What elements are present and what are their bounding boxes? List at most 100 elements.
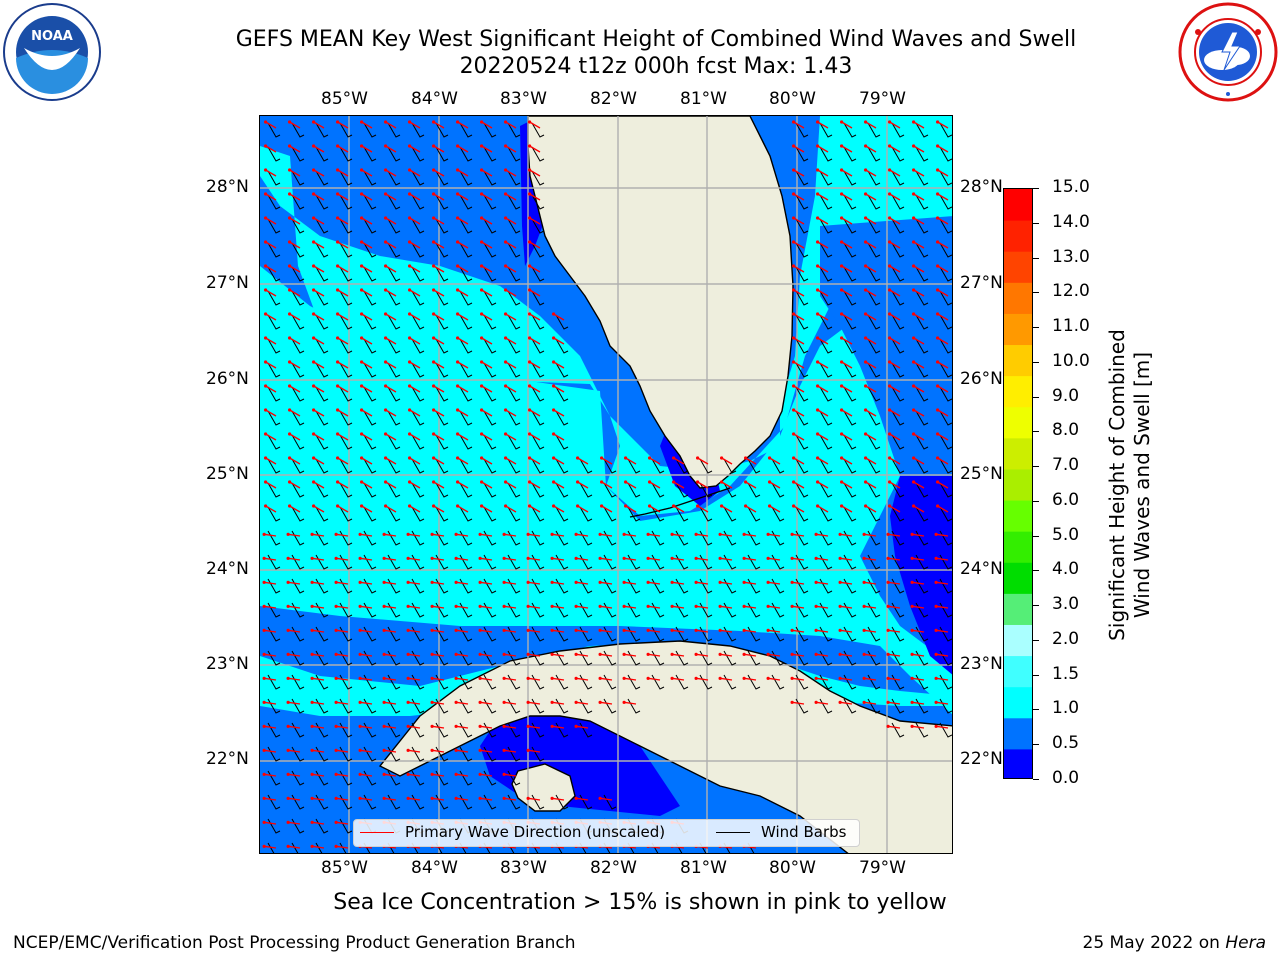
wave-direction-arrow [864,701,877,705]
wave-direction-arrow [480,581,493,585]
wave-direction-arrow [841,241,853,249]
wave-arrow-head [480,384,484,388]
wave-direction-arrow [480,629,493,633]
wave-arrow-head [910,676,914,680]
wave-direction-arrow [505,313,517,321]
wind-barb [939,290,952,306]
wave-direction-arrow [888,557,901,561]
wind-barb [315,386,329,402]
wave-direction-arrow [384,701,397,705]
wind-barb [891,290,905,306]
lon-label-top-81: 81°W [680,89,727,109]
wave-direction-arrow [433,505,445,513]
wind-barb [531,242,545,258]
wave-direction-arrow [792,677,805,681]
wave-direction-arrow [432,605,445,609]
wave-direction-arrow [385,289,397,297]
wave-direction-arrow [336,773,349,777]
wind-barb [819,122,833,138]
wave-arrow-head [862,604,866,608]
wave-direction-arrow [576,797,589,801]
wave-arrow-head [262,628,266,632]
wave-arrow-head [262,604,266,608]
wave-arrow-head [502,556,506,560]
wave-direction-arrow [361,265,373,273]
wave-direction-arrow [529,505,541,513]
wave-arrow-head [622,532,626,536]
wave-direction-arrow [385,265,397,273]
wave-direction-arrow [360,533,373,537]
wind-barb [315,122,329,138]
wave-arrow-head [408,312,412,316]
wind-barb [435,242,449,258]
credit-line: NCEP/EMC/Verification Post Processing Pr… [13,933,576,953]
wind-barb [795,410,809,426]
wave-arrow-head [862,532,866,536]
wave-direction-arrow [337,481,349,489]
wave-direction-arrow [289,505,301,513]
wave-direction-arrow [457,481,469,489]
wave-direction-arrow [265,241,277,249]
wind-barb [843,266,857,282]
wave-direction-arrow [720,557,733,561]
wave-direction-arrow [289,193,301,201]
wave-direction-arrow [385,481,397,489]
wave-arrow-head [334,772,338,776]
wind-barb [843,242,857,258]
wave-arrow-head [312,288,316,292]
wave-direction-arrow [817,337,829,345]
wind-barb [603,482,617,498]
wave-direction-arrow [385,337,397,345]
colorbar-tick-label: 13.0 [1052,246,1090,267]
colorbar-tick-mark [1033,709,1039,711]
wave-direction-arrow [456,773,469,777]
colorbar-tick-label: 15.0 [1052,177,1090,197]
wind-barb [819,170,833,186]
wave-arrow-head [456,168,460,172]
wave-direction-arrow [865,145,877,153]
wave-arrow-head [814,700,818,704]
wave-arrow-head [526,796,530,800]
wind-barb [819,458,833,474]
wave-arrow-head [360,192,364,196]
wave-arrow-head [888,312,892,316]
wave-direction-arrow [937,313,949,321]
wave-direction-arrow [552,629,565,633]
wind-barb [459,458,473,474]
wave-arrow-head [718,676,722,680]
wave-arrow-head [432,384,436,388]
wind-barb [939,218,952,234]
wave-direction-arrow [288,629,301,633]
wind-barb [435,506,449,522]
wave-arrow-head [624,456,628,460]
wave-direction-arrow [481,457,493,465]
wave-direction-arrow [576,629,589,633]
wave-arrow-head [552,360,556,364]
wave-arrow-head [382,580,386,584]
colorbar-tick-mark [1033,188,1039,189]
wind-barb [531,218,545,234]
wave-direction-arrow [937,481,949,489]
wave-arrow-head [502,604,506,608]
wave-direction-arrow [312,605,325,609]
cuba-land [378,640,952,853]
wind-barb [867,122,881,138]
wave-direction-arrow [672,677,685,681]
wind-barb [795,266,809,282]
wind-barb [819,482,833,498]
wind-barb [531,170,545,186]
wave-arrow-head [502,652,506,656]
wave-direction-arrow [936,629,949,633]
lon-label-bottom-82: 82°W [590,858,637,878]
wave-arrow-head [358,748,362,752]
wave-arrow-head [336,456,340,460]
wave-direction-arrow [313,505,325,513]
wind-barb [459,482,473,498]
wave-arrow-head [480,240,484,244]
wave-arrow-head [816,456,820,460]
wave-arrow-head [430,652,434,656]
colorbar-segment [1004,531,1032,563]
wave-arrow-head [358,532,362,536]
wave-direction-arrow [649,457,661,465]
wave-direction-arrow [481,481,493,489]
